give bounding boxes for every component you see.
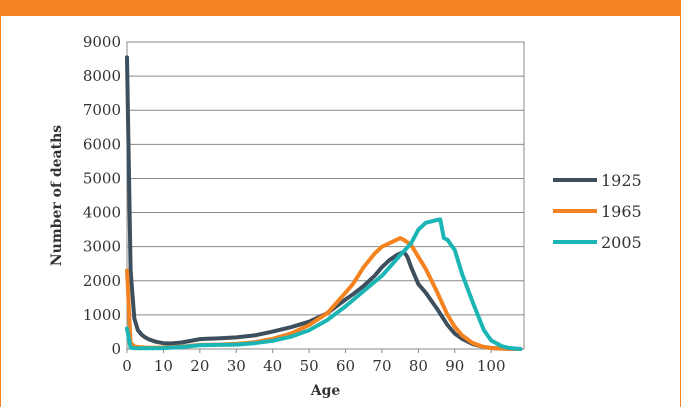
header-bar [1, 0, 681, 16]
x-tick-label: 50 [300, 357, 319, 375]
x-tick-label: 80 [409, 357, 428, 375]
x-tick-label: 40 [263, 357, 282, 375]
x-tick-label: 0 [122, 357, 132, 375]
legend-label: 2005 [601, 233, 642, 252]
y-tick-label: 4000 [83, 204, 121, 222]
x-tick-label: 30 [227, 357, 246, 375]
y-axis-title: Number of deaths [49, 125, 65, 266]
legend-label: 1925 [601, 171, 642, 190]
x-axis-ticks: 0 10 20 30 40 50 60 70 80 90 100 [122, 349, 506, 375]
y-tick-label: 5000 [83, 169, 121, 187]
y-axis-ticks: 0 1000 2000 3000 4000 5000 6000 7000 8000 9000 [83, 33, 121, 358]
y-tick-label: 9000 [83, 33, 121, 51]
series-line-1965 [125, 236, 523, 351]
x-tick-label: 100 [477, 357, 506, 375]
plot-area [126, 41, 525, 350]
series-line-2005 [125, 217, 523, 351]
y-tick-label: 1000 [83, 306, 121, 324]
y-tick-label: 6000 [83, 135, 121, 153]
legend-label: 1965 [601, 202, 642, 221]
x-tick-label: 90 [445, 357, 464, 375]
series-lines [125, 55, 523, 351]
x-tick-label: 60 [336, 357, 355, 375]
y-tick-label: 8000 [83, 67, 121, 85]
x-axis-title: Age [310, 383, 341, 399]
x-tick-label: 10 [154, 357, 173, 375]
gridlines [127, 41, 524, 350]
series-line-1925 [125, 55, 523, 351]
legend: 1925 1965 2005 [553, 171, 642, 252]
y-tick-label: 2000 [83, 272, 121, 290]
y-tick-label: 7000 [83, 101, 121, 119]
y-tick-label: 3000 [83, 238, 121, 256]
x-tick-label: 20 [190, 357, 209, 375]
x-tick-label: 70 [372, 357, 391, 375]
y-tick-label: 0 [111, 340, 121, 358]
